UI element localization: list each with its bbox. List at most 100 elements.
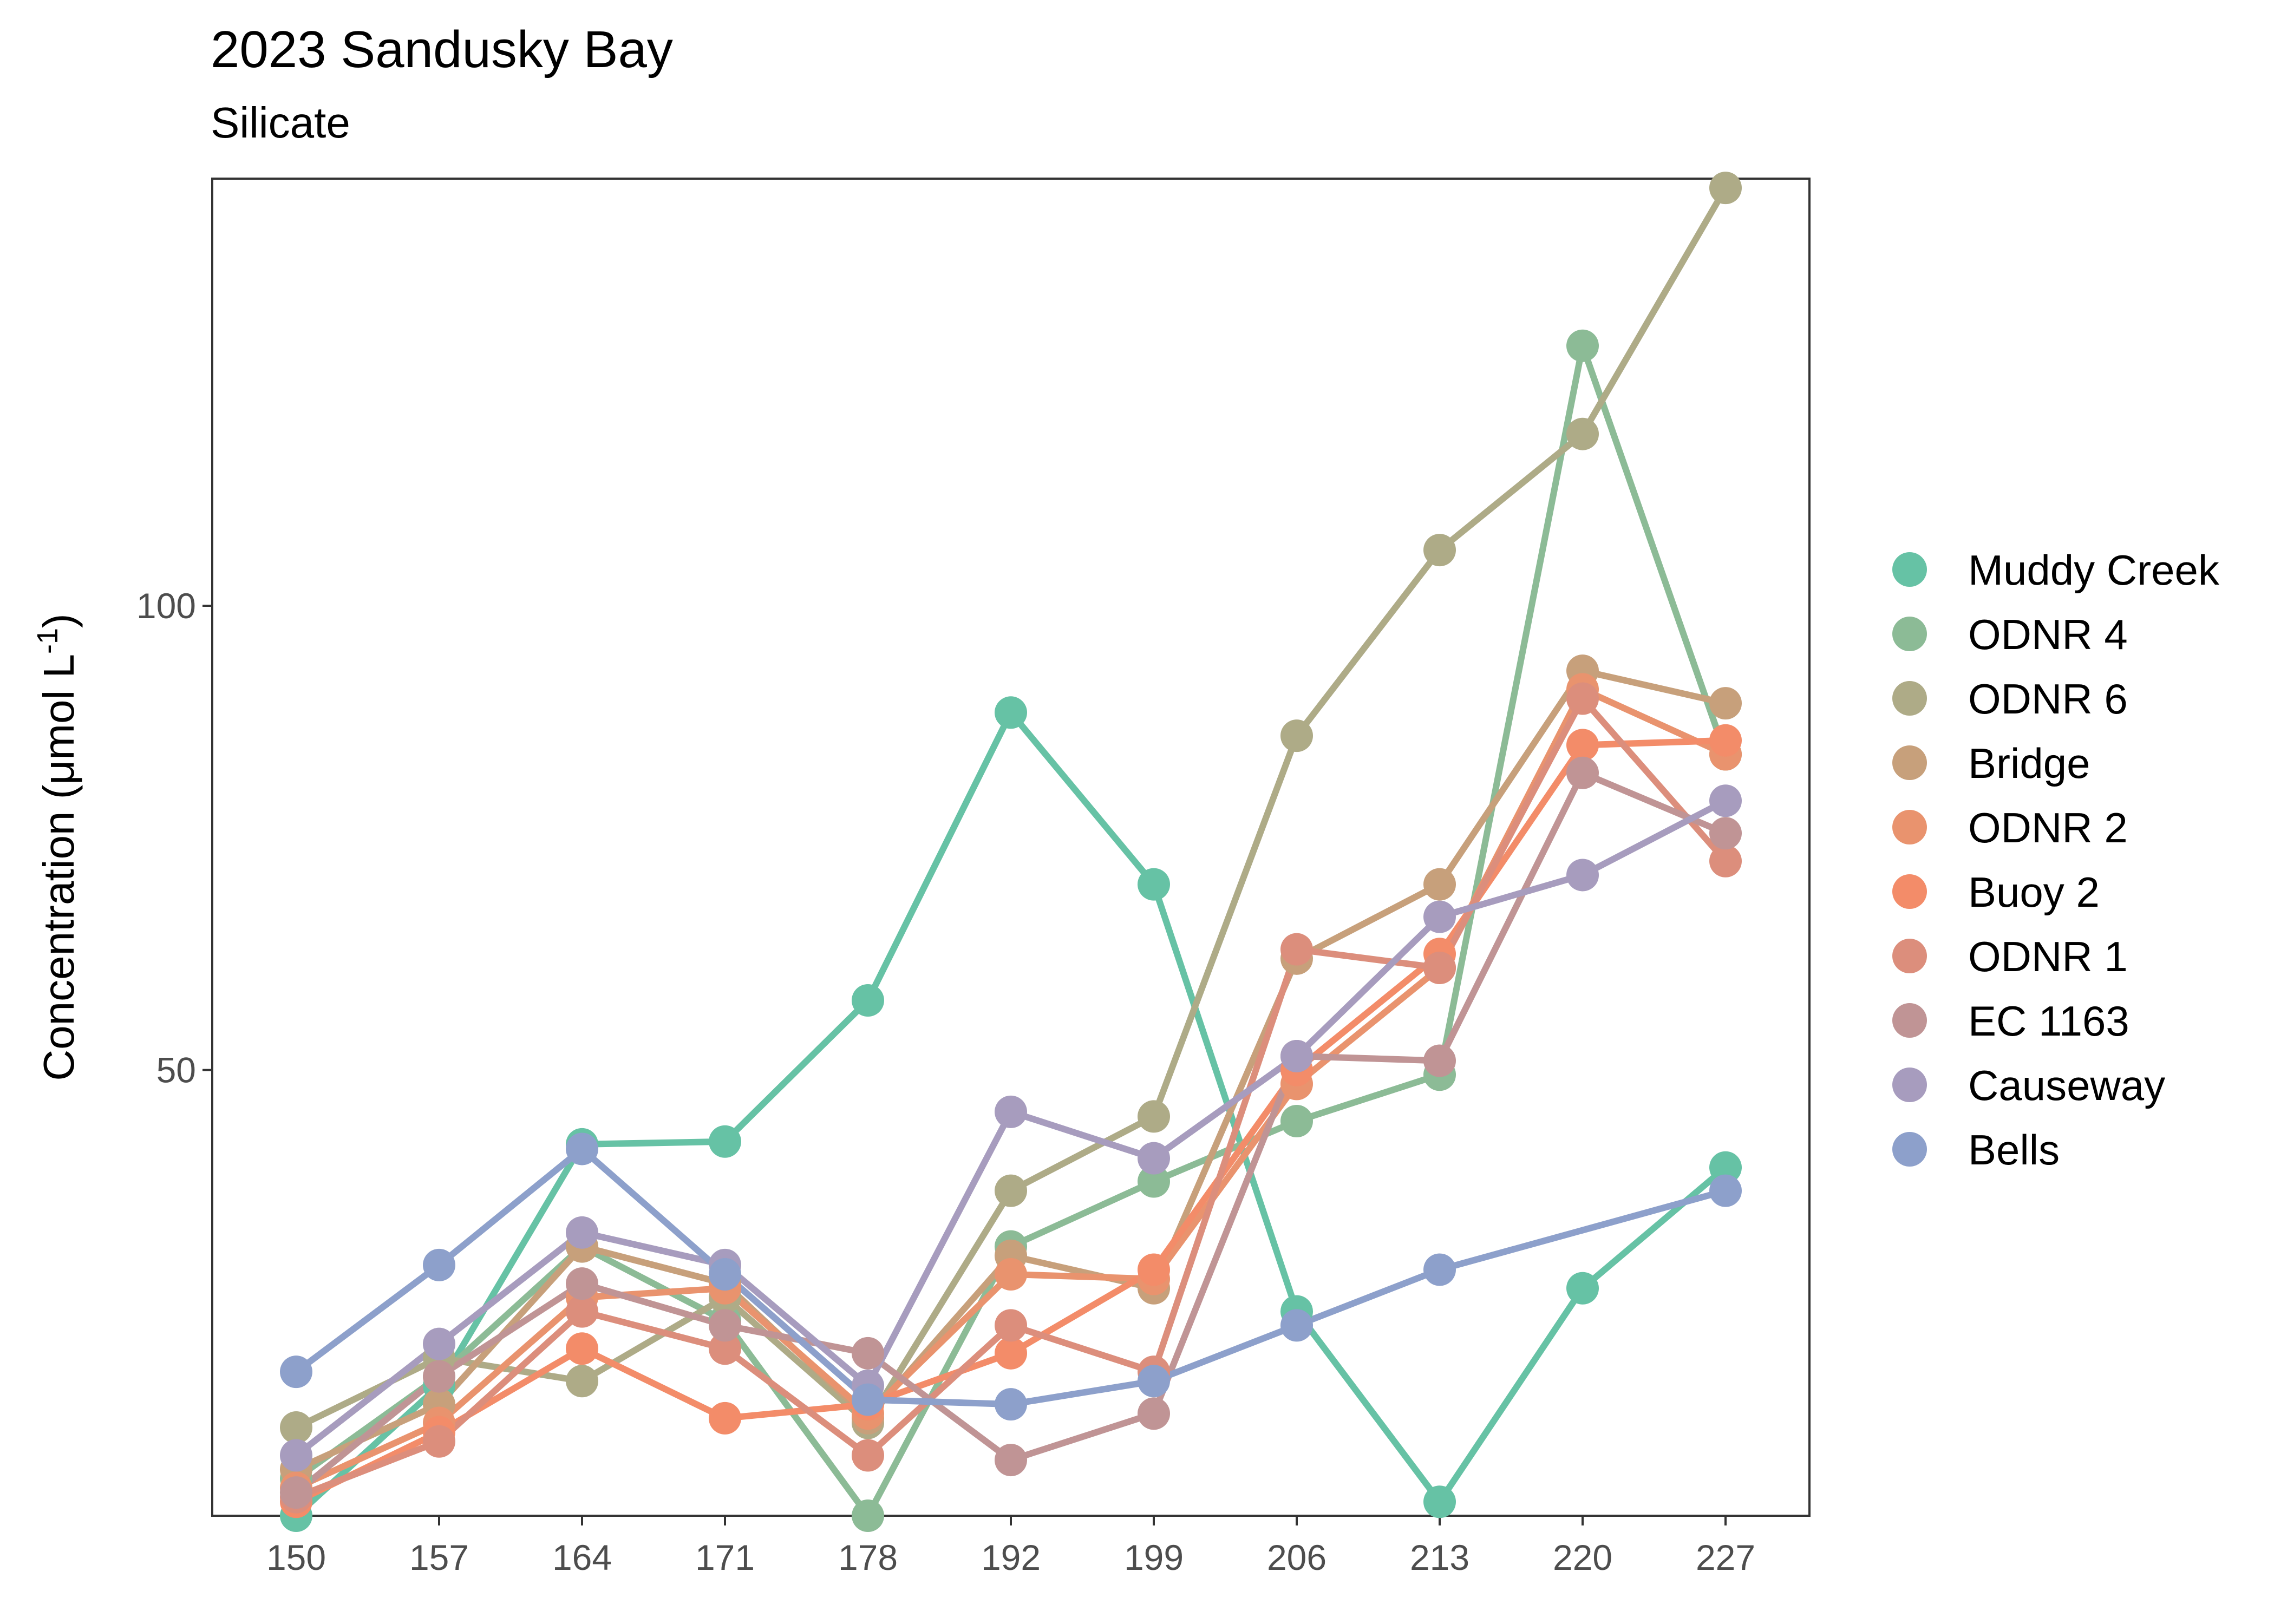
data-point-bells bbox=[995, 1388, 1027, 1421]
data-point-odnr-6 bbox=[1709, 172, 1742, 205]
data-point-ec-1163 bbox=[1709, 817, 1742, 850]
legend-label-bells: Bells bbox=[1968, 1126, 2060, 1174]
data-point-buoy-2 bbox=[1709, 724, 1742, 757]
data-point-odnr-6 bbox=[1138, 1100, 1170, 1133]
legend-label-buoy-2: Buoy 2 bbox=[1968, 868, 2100, 916]
data-point-causeway bbox=[280, 1439, 312, 1472]
data-point-odnr-4 bbox=[1566, 329, 1599, 362]
data-point-odnr-1 bbox=[709, 1332, 741, 1365]
chart-subtitle: Silicate bbox=[211, 99, 350, 147]
data-point-muddy-creek bbox=[995, 696, 1027, 729]
data-point-causeway bbox=[423, 1327, 455, 1360]
x-tick-label: 157 bbox=[409, 1537, 469, 1577]
data-point-odnr-2 bbox=[995, 1258, 1027, 1291]
legend-key-bells bbox=[1892, 1132, 1927, 1167]
data-point-odnr-1 bbox=[566, 1295, 598, 1328]
chart-title: 2023 Sandusky Bay bbox=[211, 21, 673, 78]
data-point-muddy-creek bbox=[1423, 1485, 1456, 1518]
x-tick-label: 150 bbox=[266, 1537, 326, 1577]
data-point-buoy-2 bbox=[995, 1337, 1027, 1370]
data-point-odnr-6 bbox=[280, 1411, 312, 1444]
data-point-bells bbox=[1138, 1365, 1170, 1398]
x-tick-label: 171 bbox=[695, 1537, 755, 1577]
y-tick-label: 100 bbox=[136, 586, 196, 626]
legend-key-odnr-2 bbox=[1892, 810, 1927, 844]
legend-label-ec-1163: EC 1163 bbox=[1968, 997, 2129, 1045]
data-point-bridge bbox=[1709, 687, 1742, 720]
legend-key-odnr-1 bbox=[1892, 939, 1927, 973]
x-tick-label: 206 bbox=[1267, 1537, 1327, 1577]
legend-key-ec-1163 bbox=[1892, 1003, 1927, 1038]
legend-key-bridge bbox=[1892, 745, 1927, 780]
data-point-ec-1163 bbox=[709, 1309, 741, 1342]
data-point-odnr-6 bbox=[1280, 719, 1313, 752]
legend-label-odnr-2: ODNR 2 bbox=[1968, 804, 2128, 852]
data-point-odnr-6 bbox=[1566, 417, 1599, 450]
legend-key-odnr-4 bbox=[1892, 617, 1927, 651]
series-points bbox=[280, 172, 1742, 1532]
data-point-muddy-creek bbox=[709, 1125, 741, 1158]
y-axis-title: Concentration (μmol L-1) bbox=[31, 613, 83, 1081]
data-point-bells bbox=[566, 1132, 598, 1165]
legend-label-odnr-1: ODNR 1 bbox=[1968, 933, 2128, 980]
y-tick-label: 50 bbox=[156, 1050, 196, 1090]
data-point-ec-1163 bbox=[995, 1444, 1027, 1477]
x-tick-label: 213 bbox=[1410, 1537, 1469, 1577]
x-tick-label: 178 bbox=[838, 1537, 898, 1577]
data-point-muddy-creek bbox=[1709, 1151, 1742, 1184]
legend-label-bridge: Bridge bbox=[1968, 739, 2090, 787]
data-point-odnr-1 bbox=[995, 1309, 1027, 1342]
data-point-muddy-creek bbox=[1566, 1272, 1599, 1305]
data-point-ec-1163 bbox=[280, 1476, 312, 1509]
data-point-bells bbox=[1709, 1174, 1742, 1207]
data-point-odnr-6 bbox=[566, 1365, 598, 1398]
data-point-odnr-6 bbox=[1423, 534, 1456, 567]
data-point-causeway bbox=[1566, 859, 1599, 892]
data-point-odnr-1 bbox=[1423, 951, 1456, 984]
legend-key-odnr-6 bbox=[1892, 681, 1927, 716]
data-point-buoy-2 bbox=[1566, 729, 1599, 762]
data-point-bells bbox=[280, 1355, 312, 1389]
data-point-odnr-1 bbox=[852, 1439, 884, 1472]
series-line-bells bbox=[293, 1145, 1729, 1408]
legend-key-buoy-2 bbox=[1892, 874, 1927, 909]
data-point-ec-1163 bbox=[852, 1337, 884, 1370]
data-point-ec-1163 bbox=[1566, 756, 1599, 789]
data-point-causeway bbox=[1138, 1142, 1170, 1175]
data-point-causeway bbox=[1709, 784, 1742, 817]
data-point-odnr-4 bbox=[852, 1499, 884, 1532]
x-axis: 150 157 164 171 178 192 199 206 213 220 227 bbox=[266, 1516, 1755, 1577]
x-tick-label: 192 bbox=[981, 1537, 1041, 1577]
legend-label-odnr-6: ODNR 6 bbox=[1968, 675, 2128, 723]
data-point-bridge bbox=[1423, 868, 1456, 901]
data-point-odnr-1 bbox=[1709, 844, 1742, 878]
data-point-odnr-1 bbox=[423, 1425, 455, 1458]
legend-label-odnr-4: ODNR 4 bbox=[1968, 611, 2128, 658]
x-tick-label: 220 bbox=[1553, 1537, 1612, 1577]
legend-label-muddy-creek: Muddy Creek bbox=[1968, 546, 2220, 594]
data-point-buoy-2 bbox=[1138, 1253, 1170, 1286]
data-point-odnr-1 bbox=[1566, 682, 1599, 715]
data-point-ec-1163 bbox=[566, 1267, 598, 1300]
data-point-muddy-creek bbox=[1138, 868, 1170, 901]
data-point-bells bbox=[709, 1258, 741, 1291]
data-point-causeway bbox=[566, 1216, 598, 1249]
data-point-muddy-creek bbox=[852, 984, 884, 1017]
x-tick-label: 227 bbox=[1696, 1537, 1755, 1577]
data-point-odnr-4 bbox=[1138, 1165, 1170, 1198]
data-point-ec-1163 bbox=[1423, 1044, 1456, 1077]
data-point-buoy-2 bbox=[709, 1402, 741, 1435]
legend-key-causeway bbox=[1892, 1068, 1927, 1102]
data-point-bells bbox=[852, 1383, 884, 1416]
data-point-bells bbox=[1280, 1309, 1313, 1342]
data-point-odnr-4 bbox=[1280, 1105, 1313, 1138]
data-point-bells bbox=[423, 1248, 455, 1281]
data-point-causeway bbox=[995, 1095, 1027, 1128]
data-point-bells bbox=[1423, 1253, 1456, 1286]
data-point-causeway bbox=[1280, 1039, 1313, 1072]
legend: Muddy Creek ODNR 4 ODNR 6 Bridge ODNR 2 Buoy … bbox=[1892, 546, 2220, 1174]
x-tick-label: 199 bbox=[1124, 1537, 1184, 1577]
data-point-odnr-6 bbox=[995, 1174, 1027, 1207]
data-point-ec-1163 bbox=[423, 1360, 455, 1393]
